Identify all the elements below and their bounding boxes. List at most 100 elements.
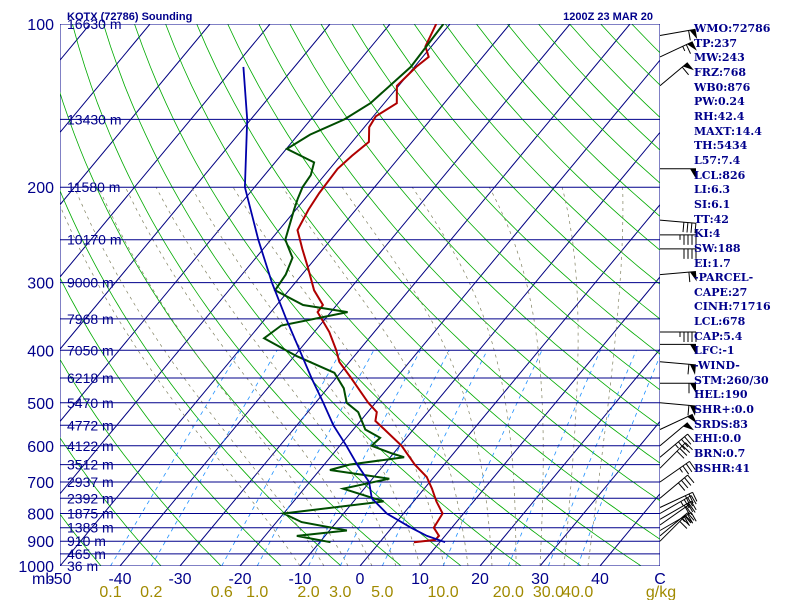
height-label: 465 m xyxy=(67,546,106,562)
wind-barb-flag xyxy=(690,344,696,355)
wind-barb xyxy=(660,343,696,355)
wind-barb-feather xyxy=(686,222,689,233)
temperature-tick-label: -50 xyxy=(48,571,71,588)
height-label: 4122 m xyxy=(67,438,114,454)
dry-adiabat-line xyxy=(196,24,660,540)
wind-barb-feather xyxy=(687,474,695,484)
height-label: 36 m xyxy=(67,558,98,574)
mixing-ratio-label: 40.0 xyxy=(562,584,593,600)
chart-grid xyxy=(60,24,660,566)
mixing-ratio-label: 0.1 xyxy=(99,584,121,600)
temperature-tick-label: -10 xyxy=(288,571,311,588)
isotherm-line xyxy=(60,24,391,423)
mixing-ratio-label: 30.0 xyxy=(533,584,564,600)
wind-barb-staff xyxy=(659,422,688,447)
pressure-tick-label: 400 xyxy=(27,343,54,360)
wind-barb-flag xyxy=(690,383,696,394)
wind-barb-feather xyxy=(683,516,690,526)
wind-barb-flag xyxy=(689,405,696,416)
stat-line: FRZ:768 xyxy=(694,65,747,79)
wind-barb-staff xyxy=(659,474,688,499)
wind-barb-feather xyxy=(684,495,691,505)
wind-barb xyxy=(659,512,697,531)
mixing-ratio-label: 2.0 xyxy=(297,584,319,600)
wind-barb-feather xyxy=(685,442,693,451)
stat-line: BRN:0.7 xyxy=(694,447,746,461)
wind-barb-feather xyxy=(687,405,690,416)
height-label: 1383 m xyxy=(67,520,114,536)
wind-barbs xyxy=(659,28,698,542)
pressure-tick-label: 100 xyxy=(27,17,54,34)
wind-barb xyxy=(660,382,696,394)
chart-labels: 0.1 0.2 0.6 1.0 2.0 3.0 5.0 10.0 20.0 30.040.0 g/k… xyxy=(18,16,676,600)
pressure-tick-label: 800 xyxy=(27,507,54,524)
stat-line: TT:42 xyxy=(694,212,729,226)
wind-barb xyxy=(660,248,697,259)
wind-barb xyxy=(659,460,696,483)
wind-barb-flag xyxy=(689,271,697,282)
wind-barb-feather xyxy=(688,493,694,504)
pressure-tick-label: 200 xyxy=(27,180,54,197)
wind-barb-staff xyxy=(659,503,690,526)
wind-barb-feather xyxy=(684,514,692,524)
height-label: 910 m xyxy=(67,533,106,549)
stat-line: SRDS:83 xyxy=(694,417,748,431)
wind-barb-feather xyxy=(689,461,696,470)
wind-barb-feather xyxy=(687,433,695,443)
wind-barb-feather xyxy=(687,514,694,524)
wind-barb-staff xyxy=(659,361,696,366)
dry-adiabat-line xyxy=(60,189,342,566)
wind-barb-feather xyxy=(679,521,688,529)
isotherm-line xyxy=(179,24,631,566)
height-label: 16630 m xyxy=(67,16,121,32)
moist-adiabat-line xyxy=(125,187,373,566)
mixing-ratio-unit: g/kg xyxy=(646,584,676,600)
wind-barb xyxy=(659,500,697,520)
stat-line: HEL:190 xyxy=(694,388,748,402)
stat-line: TP:237 xyxy=(694,36,738,50)
moist-adiabat-line xyxy=(155,187,397,566)
wind-barb-flag xyxy=(689,29,698,40)
mixing-ratio-line xyxy=(548,350,637,566)
pressure-tick-label: 300 xyxy=(27,276,54,293)
wind-barb-feather xyxy=(678,482,686,491)
wind-barb-feather xyxy=(684,477,692,486)
wind-barb-staff xyxy=(659,500,692,520)
wind-barb-staff xyxy=(659,41,693,58)
stat-line: -PARCEL- xyxy=(694,271,754,285)
mixing-ratio-label: 3.0 xyxy=(329,584,351,600)
isotherm-line xyxy=(60,24,451,495)
wind-barb-feather xyxy=(687,497,694,507)
wind-barb-feather xyxy=(682,465,690,475)
wind-barb-feather xyxy=(679,448,688,456)
height-label: 1875 m xyxy=(67,506,114,522)
wind-barb-flag xyxy=(687,414,697,424)
wind-barb-staff xyxy=(659,512,692,531)
stat-line: EI:1.7 xyxy=(694,256,731,270)
stat-line: PW:0.24 xyxy=(694,95,745,109)
moist-adiabat-line xyxy=(232,187,445,566)
stat-line: CINH:71716 xyxy=(694,300,771,314)
height-label: 2937 m xyxy=(67,474,114,490)
moist-adiabat-line xyxy=(98,187,349,566)
wind-barb-staff xyxy=(659,495,692,514)
temperature-tick-label: -20 xyxy=(228,571,251,588)
stat-line: LFC:-1 xyxy=(694,344,735,358)
wind-barb-flag xyxy=(683,62,694,71)
wind-barb-half-feather xyxy=(674,444,679,449)
wind-barb xyxy=(659,495,697,514)
stat-line: LI:6.3 xyxy=(694,183,731,197)
moist-adiabat-line xyxy=(488,187,544,566)
height-label: 11580 m xyxy=(67,179,120,195)
pressure-tick-label: 500 xyxy=(27,396,54,413)
wind-barb-half-feather xyxy=(682,46,686,52)
wind-barb xyxy=(659,491,698,508)
height-label: 3512 m xyxy=(67,457,114,473)
stat-line: L57:7.4 xyxy=(694,153,741,167)
wind-barb-flag xyxy=(689,364,696,375)
wind-barb-staff xyxy=(659,402,696,407)
wind-barb xyxy=(659,271,697,283)
temperature-tick-label: -30 xyxy=(168,571,191,588)
wind-barb-feather xyxy=(682,445,691,453)
stat-line: KI:4 xyxy=(694,227,721,241)
